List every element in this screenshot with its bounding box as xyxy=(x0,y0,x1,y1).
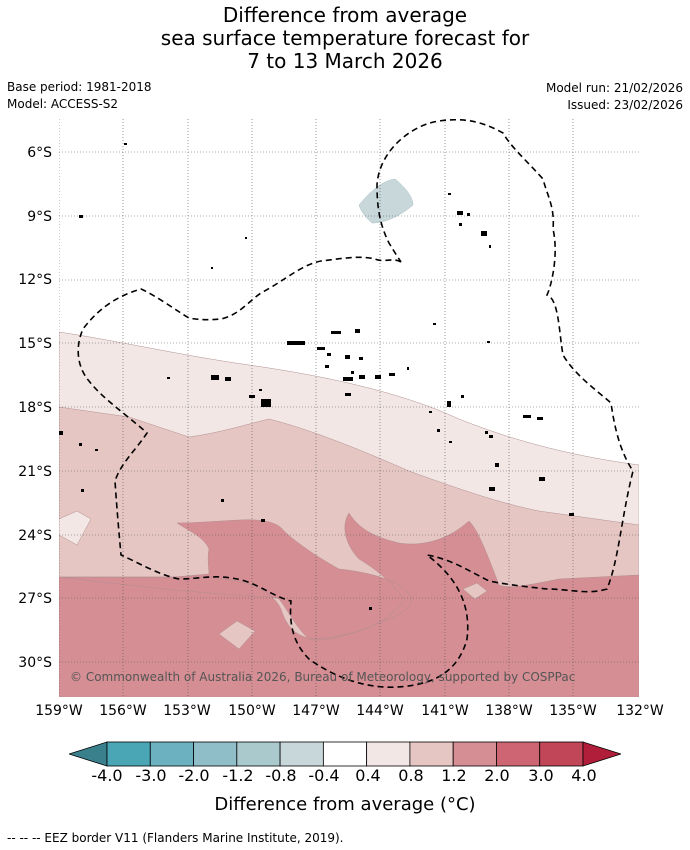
x-tick-label: 147°W xyxy=(292,703,340,719)
y-tick-label: 12°S xyxy=(18,272,52,288)
x-tick-label: 153°W xyxy=(163,703,211,719)
x-tick-label: 159°W xyxy=(35,703,83,719)
colorbar-segment xyxy=(106,741,151,767)
colorbar xyxy=(69,741,621,767)
y-tick-label: 30°S xyxy=(18,655,52,671)
sst-anomaly-map: © Commonwealth of Australia 2026, Bureau… xyxy=(59,119,639,697)
anomaly-patch-2 xyxy=(462,582,488,600)
y-tick-label: 24°S xyxy=(18,528,52,544)
colorbar-tick-label: -0.8 xyxy=(265,766,297,785)
colorbar-tick-label: 2.0 xyxy=(484,766,510,785)
y-tick-label: 18°S xyxy=(18,400,52,416)
y-tick-label: 21°S xyxy=(18,464,52,480)
issued-date: Issued: 23/02/2026 xyxy=(567,98,683,112)
colorbar-tick-label: 1.2 xyxy=(441,766,467,785)
colorbar-segment xyxy=(409,741,454,767)
x-tick-label: 156°W xyxy=(99,703,147,719)
colorbar-segment xyxy=(236,741,281,767)
map-title-line-3: 7 to 13 March 2026 xyxy=(247,49,443,73)
base-period: Base period: 1981-2018 xyxy=(7,80,152,94)
colorbar-segment xyxy=(366,741,411,767)
colorbar-tick-label: -1.2 xyxy=(222,766,254,785)
model-name: Model: ACCESS-S2 xyxy=(7,97,119,111)
colorbar-segment xyxy=(193,741,238,767)
colorbar-tick-label: -2.0 xyxy=(178,766,210,785)
x-tick-label: 141°W xyxy=(421,703,469,719)
colorbar-segment xyxy=(149,741,194,767)
colorbar-tick-label: 3.0 xyxy=(528,766,554,785)
y-tick-label: 9°S xyxy=(27,209,52,225)
colorbar-tick-label: -4.0 xyxy=(91,766,123,785)
colorbar-tick-label: -0.4 xyxy=(308,766,340,785)
y-tick-label: 27°S xyxy=(18,591,52,607)
eez-footnote: -- -- -- EEZ border V11 (Flanders Marine… xyxy=(7,831,344,845)
colorbar-tick-label: 0.8 xyxy=(398,766,424,785)
colorbar-tick-label: -3.0 xyxy=(135,766,167,785)
x-tick-label: 135°W xyxy=(549,703,597,719)
x-tick-label: 138°W xyxy=(485,703,533,719)
colorbar-tick-label: 0.4 xyxy=(355,766,381,785)
anomaly-patch-1 xyxy=(218,620,256,650)
model-run: Model run: 21/02/2026 xyxy=(545,81,683,95)
x-tick-label: 144°W xyxy=(356,703,404,719)
eez-border xyxy=(77,119,634,688)
colorbar-segment xyxy=(452,741,497,767)
anomaly-spot-low xyxy=(59,510,92,546)
map-title-line-2: sea surface temperature forecast for xyxy=(160,26,530,50)
colorbar-title: Difference from average (°C) xyxy=(214,794,476,815)
x-tick-label: 132°W xyxy=(616,703,664,719)
graticule xyxy=(59,119,639,697)
colorbar-segment xyxy=(539,741,584,767)
colorbar-extend-high xyxy=(582,741,621,767)
colorbar-segment xyxy=(279,741,324,767)
colorbar-extend-low xyxy=(69,741,108,767)
x-tick-label: 150°W xyxy=(228,703,276,719)
colorbar-segment xyxy=(496,741,541,767)
colorbar-tick-label: 4.0 xyxy=(571,766,597,785)
map-title-line-1: Difference from average xyxy=(222,3,468,27)
y-tick-label: 15°S xyxy=(18,336,52,352)
anomaly-band-1.2-2.0 xyxy=(59,512,639,697)
islands xyxy=(59,143,574,610)
y-tick-label: 6°S xyxy=(27,145,52,161)
map-copyright: © Commonwealth of Australia 2026, Bureau… xyxy=(70,670,575,684)
colorbar-segment xyxy=(322,741,368,767)
anomaly-cool-blob xyxy=(358,178,414,224)
